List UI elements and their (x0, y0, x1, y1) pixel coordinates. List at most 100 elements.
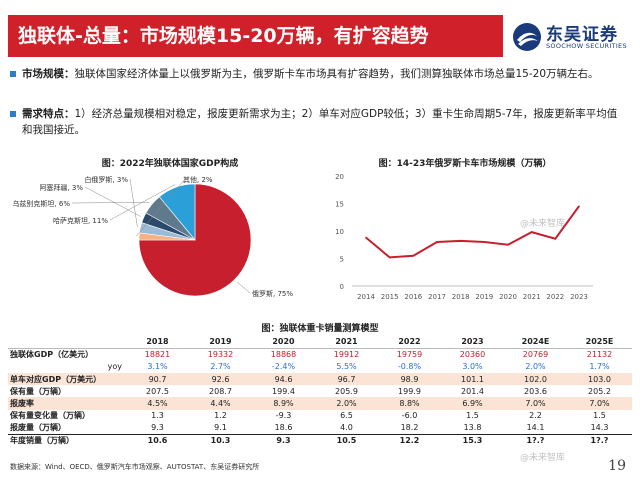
table-row: 报废量（万辆） 9.3 9.1 18.6 4.0 18.2 13.8 14.1 14.3 (8, 422, 632, 434)
table-cell: 10.3 (189, 433, 252, 447)
column-header: 2019 (189, 336, 252, 349)
pie-chart-title: 图：2022年独联体国家GDP构成 (101, 159, 239, 169)
pie-slice-label: 俄罗斯, 75% (252, 289, 293, 298)
table-cell: 18821 (144, 350, 171, 360)
table-cell: -2.4% (271, 362, 296, 372)
bullet-square-icon (10, 71, 16, 77)
column-header (8, 336, 126, 349)
column-header: 2020 (252, 336, 315, 349)
table-cell: 96.7 (315, 372, 378, 386)
table-header-row: 2018 2019 2020 2021 2022 2023 2024E 2025E (8, 336, 632, 349)
pie-slice (138, 183, 252, 297)
table-cell: 1?.? (567, 433, 632, 447)
sales-model-table: 2018 2019 2020 2021 2022 2023 2024E 2025E 独联体GDP… (8, 336, 632, 447)
pie-chart: 俄罗斯, 75% 哈萨克斯坦, 11% 乌兹别克斯坦, 6% 阿塞拜疆, 3%白俄罗斯… (12, 175, 293, 298)
bullet-market-size: 市场规模：独联体国家经济体量上以俄罗斯为主，俄罗斯卡车市场具有扩容趋势，我们测算… (10, 66, 627, 82)
table-cell: 205.2 (588, 386, 611, 396)
y-tick-label: 10 (335, 228, 344, 236)
data-point (365, 236, 367, 239)
data-point (483, 241, 486, 243)
table-cell: 19912 (333, 350, 360, 360)
pie-slice-label: 哈萨克斯坦, 11% (53, 216, 108, 225)
table-cell: 14.1 (526, 423, 545, 433)
table-cell: 92.6 (189, 372, 252, 386)
y-tick-label: 20 (335, 173, 344, 181)
table-row: 保有量变化量（万辆） 1.3 1.2 -9.3 6.5 -6.0 1.5 2.2 1.5 (8, 410, 632, 422)
row-label: 独联体GDP（亿美元） (10, 350, 94, 360)
series-line (365, 205, 580, 259)
data-point (412, 254, 415, 257)
table-cell: 5.5% (336, 362, 357, 372)
table-cell: 19332 (207, 350, 234, 360)
watermark: @未来智库 (520, 219, 566, 229)
x-tick-label: 2021 (523, 293, 541, 301)
row-label: 保有量（万辆） (10, 386, 66, 396)
x-tick-label: 2020 (499, 293, 517, 301)
table-cell: 20769 (522, 350, 549, 360)
table-title: 图：独联体重卡销量测算模型 (261, 324, 379, 334)
x-tick-label: 2019 (475, 293, 493, 301)
table-cell: 2.2 (529, 411, 542, 421)
data-point (459, 240, 462, 242)
row-label: 单车对应GDP（万美元） (8, 372, 126, 386)
table-cell: 201.4 (461, 386, 484, 396)
table-cell: 2.0% (525, 362, 546, 372)
line-chart-title: 图：14-23年俄罗斯卡车市场规模（万辆） (378, 159, 552, 169)
table-cell: 3.0% (462, 362, 483, 372)
table-cell: 20360 (459, 350, 486, 360)
table-cell: 7.0% (567, 397, 632, 410)
pie-slice (138, 232, 196, 241)
slide-title: 独联体-总量：市场规模15-20万辆，有扩容趋势 (8, 15, 503, 57)
table-cell: 203.6 (524, 386, 547, 396)
table-cell: -9.3 (275, 411, 292, 421)
x-tick-label: 2015 (381, 293, 399, 301)
table-cell: 1.3 (151, 411, 164, 421)
pie-slice-label: 阿塞拜疆, 3% (39, 183, 83, 192)
column-header: 2018 (126, 336, 189, 349)
table-row: yoy 3.1% 2.7% -2.4% 5.5% -0.8% 3.0% 2.0% 1.7% (8, 361, 632, 373)
page-number: 19 (608, 458, 626, 474)
x-tick-label: 2022 (546, 293, 564, 301)
x-tick-label: 2017 (428, 293, 446, 301)
y-tick-label: 15 (335, 201, 344, 209)
column-header: 2023 (441, 336, 504, 349)
column-header: 2025E (567, 336, 632, 349)
watermark: @未来智库 (520, 453, 566, 463)
table-row: 保有量（万辆） 207.5 208.7 199.4 205.9 199.9 201.4 203… (8, 385, 632, 397)
bullet-text: 1）经济总量规模相对稳定，报废更新需求为主；2）单车对应GDP较低；3）重卡生命… (22, 108, 618, 136)
bullet-label: 需求特点： (22, 108, 75, 120)
row-label: yoy (107, 362, 122, 372)
table-cell: 10.6 (126, 433, 189, 447)
table-cell: 13.8 (463, 423, 482, 433)
y-tick-label: 5 (340, 256, 344, 264)
x-tick-label: 2018 (452, 293, 470, 301)
bullet-square-icon (10, 111, 16, 117)
table-cell: 98.9 (378, 372, 441, 386)
table-cell: 102.0 (504, 372, 567, 386)
x-tick-label: 2023 (570, 293, 588, 301)
column-header: 2022 (378, 336, 441, 349)
table-cell: 18.2 (400, 423, 419, 433)
bullet-label: 市场规模： (22, 68, 75, 80)
logo-name-en: SOOCHOW SECURITIES (546, 42, 627, 50)
pie-slice-label: 白俄罗斯, 3% (84, 175, 128, 184)
table-cell: 14.3 (590, 423, 609, 433)
table-cell: 8.9% (252, 397, 315, 410)
source-note: 数据来源：Wind、OECD、俄罗斯汽车市场观察、AUTOSTAT、东吴证券研究… (10, 463, 260, 471)
pie-leader-line (71, 202, 150, 204)
table-cell: 2.7% (210, 362, 231, 372)
data-point (554, 237, 557, 240)
pie-leader-line (129, 178, 138, 228)
table-cell: 205.9 (335, 386, 358, 396)
table-row: 报废率 4.5% 4.4% 8.9% 2.0% 8.8% 6.9% 7.0% 7.0% (8, 397, 632, 410)
table-cell: 6.5 (340, 411, 353, 421)
x-tick-label: 2014 (357, 293, 375, 301)
pie-leader-line (135, 178, 186, 237)
table-cell: 208.7 (209, 386, 232, 396)
company-logo: 东吴证券 SOOCHOW SECURITIES (512, 20, 632, 56)
table-row: 单车对应GDP（万美元） 90.7 92.6 94.6 96.7 98.9 101.1 102… (8, 372, 632, 386)
table-cell: 1.2 (214, 411, 227, 421)
data-point (388, 256, 391, 259)
table-cell: 94.6 (252, 372, 315, 386)
